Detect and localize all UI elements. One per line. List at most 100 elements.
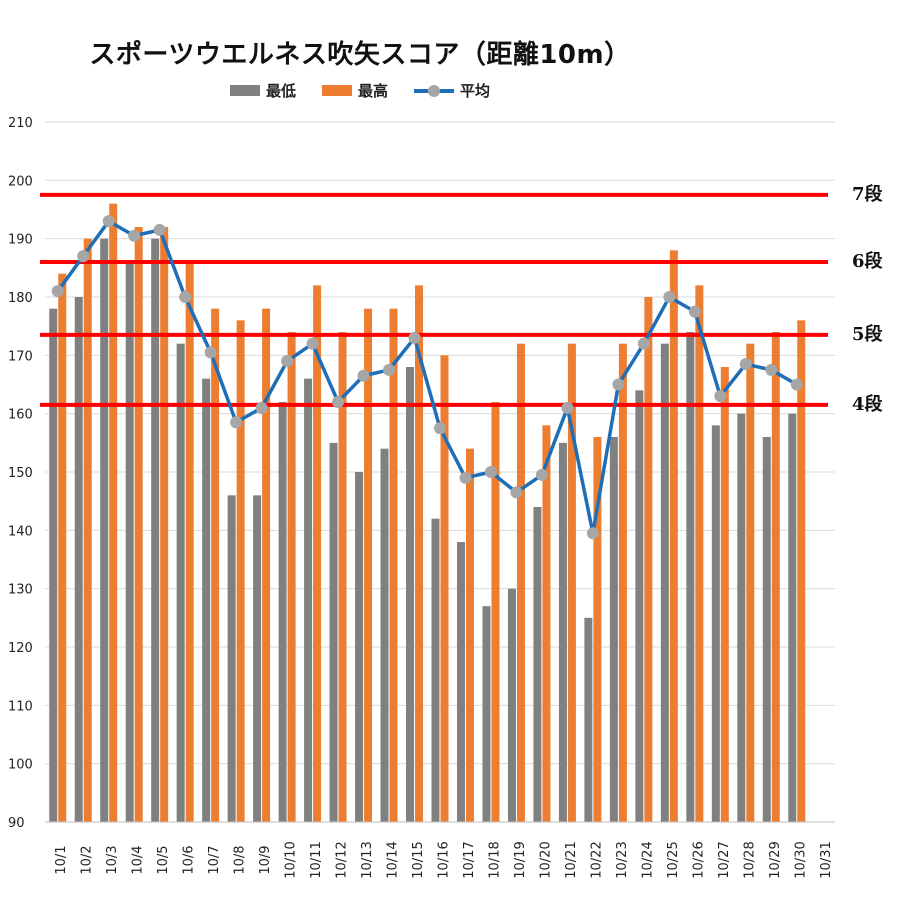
legend-swatch-min <box>229 85 260 96</box>
x-tick-label: 10/31 <box>819 841 834 878</box>
legend-swatch-avg <box>414 84 454 98</box>
bar-max <box>771 332 780 822</box>
y-tick-label: 140 <box>8 524 33 539</box>
x-tick-label: 10/25 <box>666 841 681 878</box>
average-point <box>739 358 752 371</box>
average-point <box>128 229 141 242</box>
average-point <box>306 337 319 350</box>
bar-min <box>737 413 746 822</box>
x-tick-label: 10/27 <box>717 841 732 878</box>
bar-max <box>262 308 271 823</box>
bar-min <box>278 402 287 822</box>
bar-max <box>491 402 500 822</box>
legend-label-max: 最高 <box>357 82 388 100</box>
bar-max <box>797 320 806 822</box>
average-point <box>281 355 294 368</box>
average-point <box>408 331 421 344</box>
bar-min <box>431 518 440 822</box>
x-tick-label: 10/3 <box>105 845 120 874</box>
x-tick-label: 10/7 <box>207 845 222 874</box>
x-tick-label: 10/24 <box>640 841 655 878</box>
bar-max <box>185 262 194 822</box>
x-tick-label: 10/11 <box>309 841 324 878</box>
x-tick-label: 10/12 <box>335 841 350 878</box>
average-point <box>179 291 192 303</box>
x-tick-label: 10/13 <box>360 841 375 878</box>
x-tick-label: 10/16 <box>437 841 452 878</box>
bar-min <box>635 390 644 822</box>
y-tick-label: 210 <box>8 116 33 131</box>
x-tick-label: 10/2 <box>80 845 95 874</box>
bar-max <box>211 308 220 823</box>
bar-min <box>74 297 83 822</box>
bar-min <box>151 238 160 822</box>
average-point <box>765 363 778 376</box>
y-tick-label: 200 <box>8 174 33 189</box>
bar-max <box>465 448 474 822</box>
y-tick-label: 110 <box>8 699 33 714</box>
x-tick-label: 10/29 <box>768 841 783 878</box>
average-point <box>230 416 243 429</box>
bar-min <box>533 507 542 822</box>
average-point <box>332 396 345 408</box>
average-point <box>357 369 370 382</box>
average-line <box>56 219 798 535</box>
legend-label-min: 最低 <box>265 82 296 100</box>
bar-min <box>49 308 58 823</box>
y-tick-label: 120 <box>8 641 33 656</box>
bar-max <box>338 332 347 822</box>
reference-line-label: 7段 <box>852 183 884 205</box>
bar-max <box>746 343 755 822</box>
average-point <box>484 466 497 478</box>
average-point <box>255 401 268 414</box>
bar-min <box>227 495 236 822</box>
bar-max <box>287 332 296 822</box>
average-point <box>688 305 701 318</box>
bar-max <box>313 285 322 822</box>
y-tick-label: 150 <box>8 466 33 481</box>
bar-min <box>507 588 516 822</box>
bar-max <box>618 343 627 822</box>
x-tick-label: 10/6 <box>182 845 197 874</box>
y-tick-label: 130 <box>8 583 33 598</box>
x-tick-label: 10/21 <box>564 841 579 878</box>
bar-max <box>109 203 118 822</box>
y-tick-label: 170 <box>8 349 33 364</box>
average-point <box>153 223 166 236</box>
bar-min <box>406 367 415 822</box>
bar-min <box>304 378 313 822</box>
bar-max <box>720 367 729 822</box>
bar-min <box>355 472 364 822</box>
bar-min <box>788 413 797 822</box>
bar-min <box>380 448 389 822</box>
bar-max <box>516 343 525 822</box>
bar-max <box>389 308 398 823</box>
bar-max <box>415 285 424 822</box>
bar-max <box>669 250 678 823</box>
bar-max <box>160 227 169 822</box>
bar-min <box>100 238 109 822</box>
x-tick-label: 10/15 <box>411 841 426 878</box>
x-tick-label: 10/1 <box>54 845 69 874</box>
average-point <box>383 363 396 376</box>
legend-item-min: 最低 <box>229 80 296 101</box>
average-point <box>561 401 574 414</box>
average-point <box>204 346 217 359</box>
chart-title: スポーツウエルネス吹矢スコア（距離10m） <box>89 40 631 70</box>
bar-min <box>176 343 185 822</box>
y-tick-label: 90 <box>8 816 25 831</box>
x-tick-label: 10/23 <box>615 841 630 878</box>
average-point <box>637 337 650 350</box>
x-tick-label: 10/10 <box>284 841 299 878</box>
bar-min <box>660 343 669 822</box>
bar-min <box>329 442 338 822</box>
average-point <box>612 378 625 391</box>
bar-min <box>202 378 211 822</box>
bar-max <box>134 227 143 822</box>
y-tick-label: 100 <box>8 758 33 773</box>
average-point <box>663 291 676 303</box>
y-tick-label: 160 <box>8 408 33 423</box>
x-tick-label: 10/14 <box>386 841 401 878</box>
reference-line-label: 5段 <box>852 323 884 345</box>
